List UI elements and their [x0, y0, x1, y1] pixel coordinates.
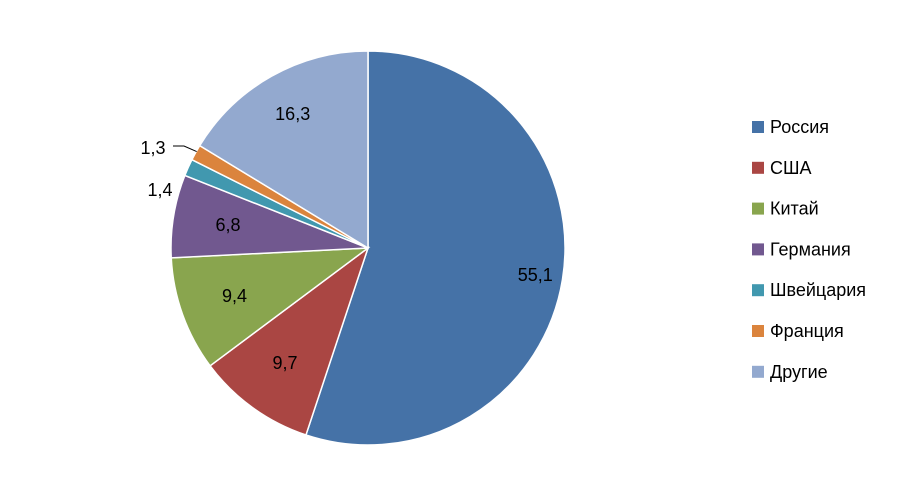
data-label: 1,4 — [147, 180, 172, 200]
data-label: 1,3 — [140, 138, 165, 158]
data-label: 6,8 — [215, 215, 240, 235]
pie-slice — [305, 50, 566, 446]
pie-slice — [198, 50, 369, 250]
data-labels-layer: 55,1 9,7 9,4 6,8 1,4 1,3 16,3 — [140, 104, 552, 373]
legend-label: Швейцария — [770, 280, 866, 300]
legend-label: США — [770, 158, 812, 178]
legend-label: Китай — [770, 199, 819, 219]
legend-label: Франция — [770, 321, 844, 341]
legend-swatch — [752, 243, 764, 256]
legend-swatch — [752, 325, 764, 337]
legend-label: Германия — [770, 239, 851, 259]
legend-item: Германия — [752, 239, 851, 259]
pie-slice — [170, 247, 371, 367]
legend-item: Китай — [752, 199, 819, 219]
legend-item: Швейцария — [752, 280, 866, 300]
legend-item: Другие — [752, 362, 828, 382]
data-label: 55,1 — [518, 265, 553, 285]
data-label: 16,3 — [275, 104, 310, 124]
legend-swatch — [752, 365, 764, 378]
data-label: 9,4 — [222, 286, 247, 306]
leader-lines-layer — [173, 145, 197, 153]
legend-swatch — [752, 284, 764, 297]
data-label: 9,7 — [272, 353, 297, 373]
legend-swatch — [752, 202, 764, 215]
legend-item: Россия — [752, 117, 829, 137]
pie-slice — [209, 245, 370, 436]
leader-line — [173, 145, 197, 153]
legend-item: США — [752, 158, 812, 178]
legend: Россия США Китай Германия Швейцария Франция Др… — [752, 117, 866, 382]
legend-label: Россия — [770, 117, 829, 137]
slices-layer — [170, 50, 566, 446]
legend-swatch — [752, 121, 764, 133]
legend-label: Другие — [770, 362, 828, 382]
legend-item: Франция — [752, 321, 844, 341]
legend-swatch — [752, 161, 764, 174]
